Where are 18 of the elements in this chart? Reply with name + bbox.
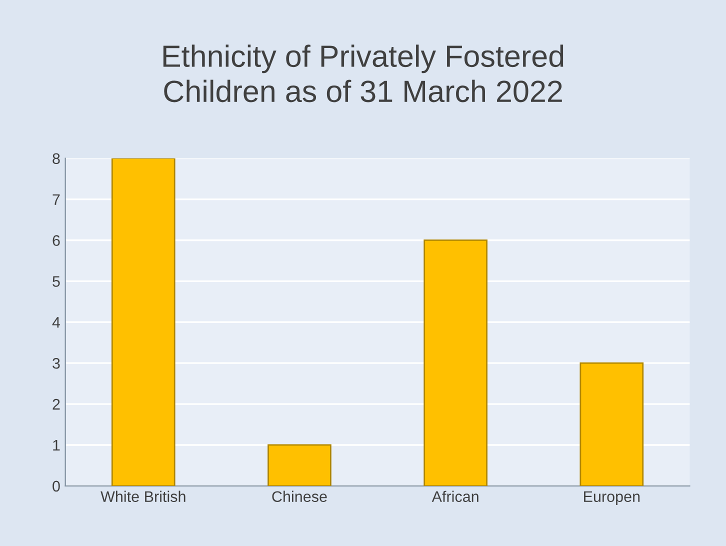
y-tick-label: 2	[52, 398, 60, 410]
x-tick-label: White British	[100, 490, 186, 502]
x-tick-label: Chinese	[272, 490, 327, 502]
bar	[268, 444, 332, 486]
y-tick-label: 5	[52, 276, 60, 287]
bar	[580, 362, 644, 486]
y-tick-label: 1	[53, 440, 60, 451]
y-tick-label: 7	[52, 194, 60, 205]
x-tick-label: African	[432, 490, 478, 502]
y-tick-label: 4	[52, 317, 60, 328]
bar	[424, 240, 488, 486]
y-tick-label: 0	[52, 480, 60, 492]
bar	[111, 158, 176, 486]
y-tick-label: 8	[52, 153, 60, 164]
x-tick-label: Europen	[584, 491, 640, 506]
chart-title: Ethnicity of Privately Fostered Children as of 31 March 2022	[163, 44, 564, 102]
y-tick-label: 3	[52, 358, 60, 369]
y-tick-label: 6	[52, 235, 60, 246]
